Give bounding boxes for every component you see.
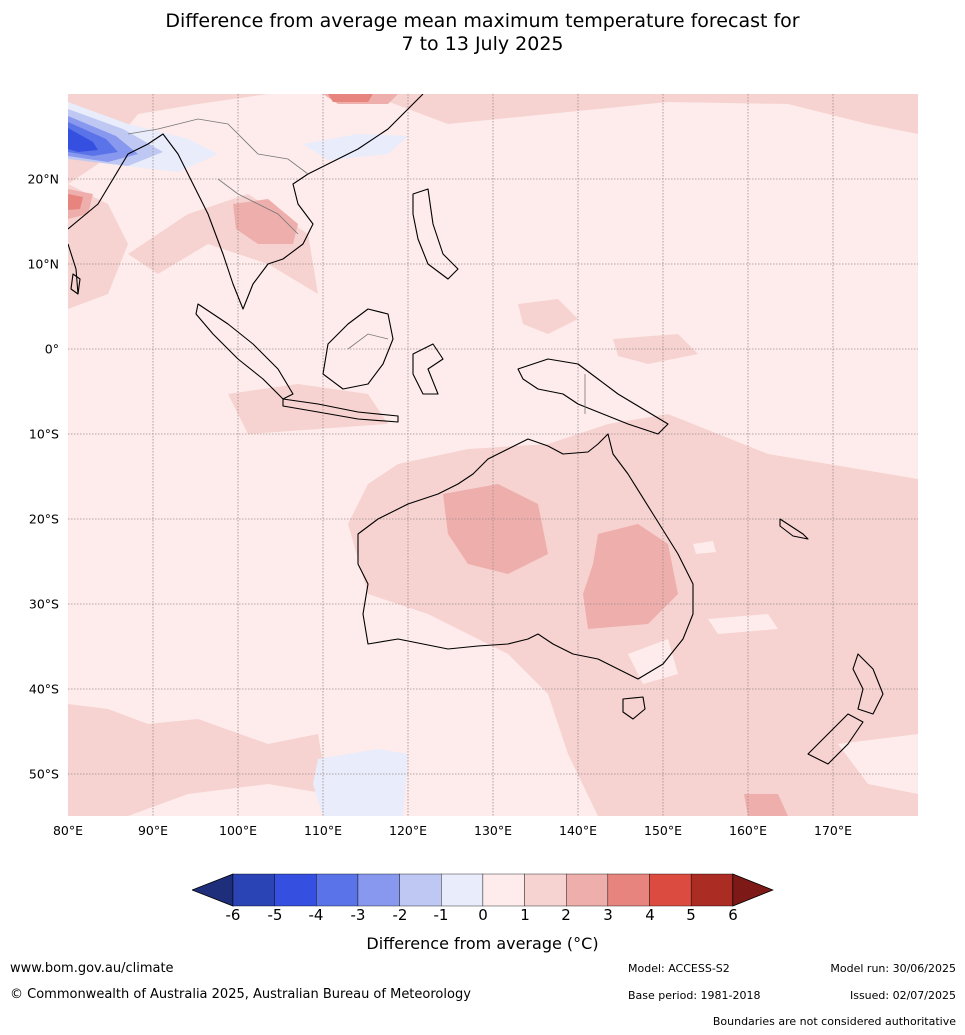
new-zealand-south	[807, 713, 864, 765]
sulawesi-coast	[412, 343, 444, 395]
colorbar-tick: -2	[392, 906, 408, 924]
issued-date: Issued: 02/07/2025	[849, 989, 956, 1002]
country-borders	[127, 118, 586, 414]
colorbar-cell	[524, 873, 567, 907]
graticule	[68, 94, 918, 816]
lon-label-80e: 80°E	[52, 823, 84, 838]
website-link[interactable]: www.bom.gov.au/climate	[10, 961, 174, 976]
lat-label-10n: 10°N	[27, 256, 59, 272]
temperature-anomaly-map	[68, 94, 918, 816]
anomaly-band-3-to-4	[68, 94, 373, 210]
lat-label-20s: 20°S	[28, 511, 59, 527]
lon-label-170e: 170°E	[813, 823, 853, 838]
cool-anomalies	[68, 102, 918, 816]
tasmania-coast	[622, 696, 646, 720]
new-guinea-coast	[517, 358, 669, 435]
new-caledonia-coast	[779, 518, 809, 540]
colorbar-tick: -3	[350, 906, 366, 924]
model-name: Model: ACCESS-S2	[628, 962, 730, 975]
lon-label-110e: 110°E	[303, 823, 343, 838]
sumatra-coast	[195, 303, 294, 400]
lat-label-40s: 40°S	[28, 681, 59, 697]
new-zealand-north	[852, 653, 884, 715]
map-canvas	[68, 94, 918, 816]
lat-label-0: 0°	[44, 341, 59, 357]
sri-lanka-coast	[70, 273, 81, 295]
india-coast	[68, 243, 79, 295]
philippines-coast	[412, 188, 459, 280]
java-coast	[282, 398, 399, 423]
lon-label-100e: 100°E	[218, 823, 258, 838]
colorbar-tick: 4	[645, 906, 655, 924]
mainland-asia-coast	[68, 94, 424, 310]
colorbar-tick: 5	[686, 906, 696, 924]
colorbar-tick: 2	[561, 906, 571, 924]
lat-label-20n: 20°N	[27, 171, 59, 187]
colorbar-tick: -1	[433, 906, 449, 924]
colorbar-cell	[232, 873, 275, 907]
copyright-text: © Commonwealth of Australia 2025, Austra…	[10, 987, 471, 1002]
australia-coast	[357, 433, 694, 680]
lon-label-160e: 160°E	[728, 823, 768, 838]
colorbar-tick: -6	[225, 906, 241, 924]
colorbar-cell	[566, 873, 609, 907]
lon-label-90e: 90°E	[137, 823, 169, 838]
lat-label-50s: 50°S	[28, 766, 59, 782]
colorbar	[192, 873, 774, 907]
map-title: Difference from average mean maximum tem…	[0, 10, 965, 56]
colorbar-cell	[649, 873, 692, 907]
boundaries-disclaimer: Boundaries are not considered authoritat…	[712, 1015, 956, 1028]
colorbar-high-extension	[732, 873, 774, 907]
model-run-date: Model run: 30/06/2025	[830, 962, 956, 975]
lon-label-120e: 120°E	[388, 823, 428, 838]
colorbar-cell	[441, 873, 484, 907]
colorbar-tick: -5	[267, 906, 283, 924]
colorbar-low-extension	[192, 873, 234, 907]
colorbar-cell	[482, 873, 525, 907]
borneo-coast	[322, 308, 394, 390]
colorbar-tick: 6	[728, 906, 738, 924]
colorbar-cell	[274, 873, 317, 907]
colorbar-label: Difference from average (°C)	[366, 934, 599, 953]
base-period: Base period: 1981-2018	[628, 989, 761, 1002]
colorbar-cell	[316, 873, 359, 907]
colorbar-cell	[690, 873, 733, 907]
lon-label-150e: 150°E	[643, 823, 683, 838]
colorbar-cell	[357, 873, 400, 907]
colorbar-tick: 0	[478, 906, 488, 924]
lat-label-10s: 10°S	[28, 426, 59, 442]
lon-label-130e: 130°E	[473, 823, 513, 838]
colorbar-tick: 3	[603, 906, 613, 924]
title-line-1: Difference from average mean maximum tem…	[165, 10, 800, 32]
lat-label-30s: 30°S	[28, 596, 59, 612]
title-line-2: 7 to 13 July 2025	[401, 33, 564, 55]
lon-label-140e: 140°E	[558, 823, 598, 838]
colorbar-tick: 1	[520, 906, 530, 924]
coastlines	[68, 94, 884, 765]
colorbar-tick: -4	[308, 906, 324, 924]
colorbar-cell	[399, 873, 442, 907]
colorbar-cell	[607, 873, 650, 907]
